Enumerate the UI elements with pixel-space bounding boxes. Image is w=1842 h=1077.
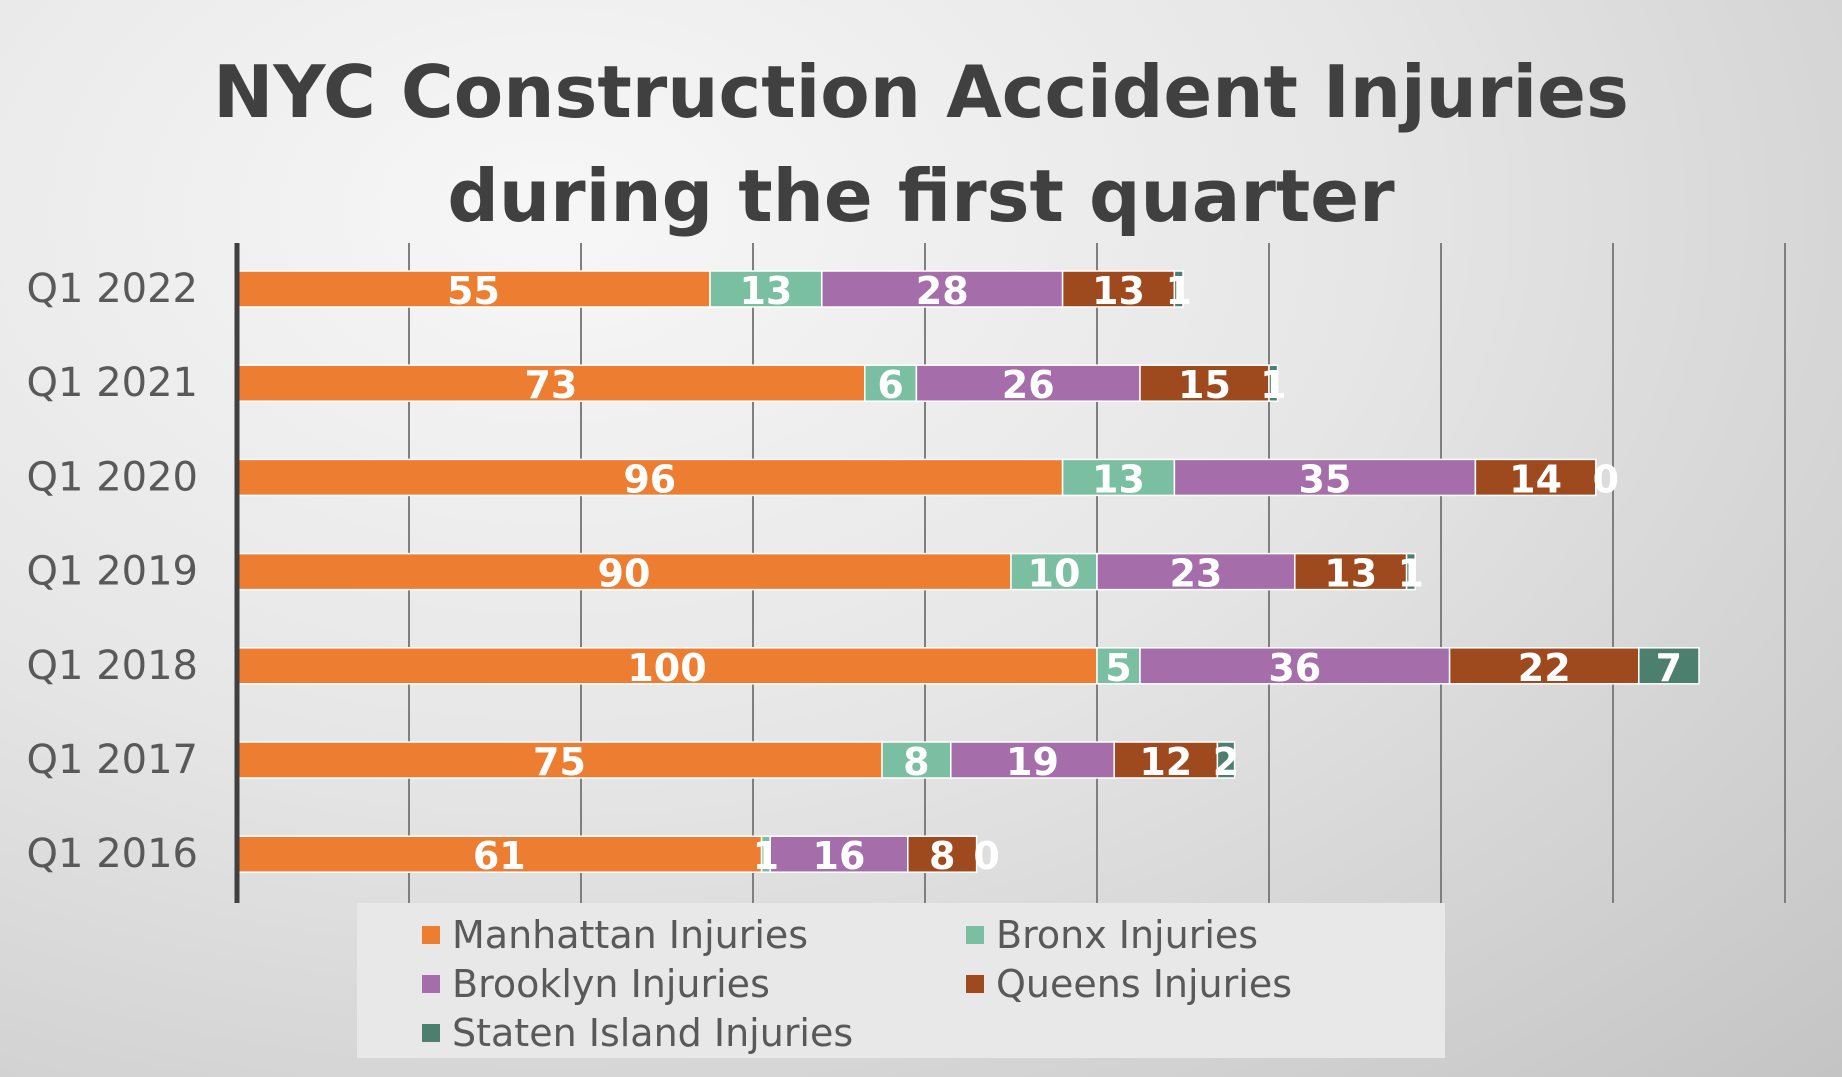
legend-item-bronx: Bronx Injuries <box>966 910 1258 960</box>
bar-q1-2018-queens-injuries <box>1448 647 1640 685</box>
y-tick-label-q1-2020: Q1 2020 <box>27 454 198 500</box>
bar-q1-2019-queens-injuries <box>1294 552 1408 591</box>
bar-q1-2019-manhattan-injuries <box>236 552 1012 591</box>
bar-q1-2016-queens-injuries <box>907 835 978 873</box>
bar-q1-2017-manhattan-injuries <box>236 741 883 779</box>
bar-q1-2018-brooklyn-injuries <box>1139 647 1451 685</box>
data-label-q1-2017-queens-injuries: 12 <box>1139 740 1192 784</box>
bar-q1-2022-manhattan-injuries <box>236 270 711 308</box>
legend-label-staten-island: Staten Island Injuries <box>452 1011 854 1055</box>
bar-q1-2018-manhattan-injuries <box>236 647 1098 685</box>
data-label-q1-2021-bronx-injuries: 6 <box>877 363 903 407</box>
bar-q1-2017-queens-injuries <box>1113 741 1219 779</box>
data-label-q1-2016-staten-island-injuries: 0 <box>973 834 999 878</box>
bar-q1-2019-staten-island-injuries <box>1405 552 1416 591</box>
legend-label-queens: Queens Injuries <box>996 962 1293 1006</box>
legend-swatch-brooklyn <box>422 975 440 993</box>
data-label-q1-2022-bronx-injuries: 13 <box>739 269 792 313</box>
bar-q1-2017-bronx-injuries <box>881 741 952 779</box>
bar-q1-2022-brooklyn-injuries <box>821 270 1064 308</box>
y-axis-category-labels: Q1 2016 Q1 2017 Q1 2018 Q1 2019 Q1 2020 Q1 20… <box>27 266 198 877</box>
y-tick-label-q1-2017: Q1 2017 <box>27 737 198 783</box>
y-tick-label-q1-2016: Q1 2016 <box>27 831 198 877</box>
legend-item-staten-island: Staten Island Injuries <box>422 1008 853 1058</box>
data-label-q1-2017-bronx-injuries: 8 <box>903 740 929 784</box>
bar-q1-2017-staten-island-injuries <box>1216 741 1236 779</box>
bar-q1-2021-manhattan-injuries <box>236 364 866 402</box>
y-tick-label-q1-2019: Q1 2019 <box>27 549 198 595</box>
bar-q1-2021-staten-island-injuries <box>1268 364 1279 402</box>
data-label-q1-2016-brooklyn-injuries: 16 <box>813 834 866 878</box>
bar-q1-2018-staten-island-injuries <box>1638 647 1700 685</box>
bar-q1-2019-bronx-injuries <box>1010 552 1098 591</box>
y-tick-label-q1-2018: Q1 2018 <box>27 643 198 689</box>
bar-q1-2021-queens-injuries <box>1139 364 1270 402</box>
data-label-q1-2021-brooklyn-injuries: 26 <box>1002 363 1055 407</box>
bar-q1-2020-manhattan-injuries <box>236 458 1064 497</box>
data-label-q1-2017-manhattan-injuries: 75 <box>533 740 586 784</box>
data-label-q1-2020-queens-injuries: 14 <box>1509 457 1562 501</box>
y-tick-label-q1-2022: Q1 2022 <box>27 266 198 312</box>
data-label-q1-2017-staten-island-injuries: 2 <box>1213 740 1239 784</box>
legend-swatch-staten-island <box>422 1024 440 1042</box>
bar-q1-2021-brooklyn-injuries <box>915 364 1141 402</box>
data-label-q1-2018-brooklyn-injuries: 36 <box>1268 646 1321 690</box>
legend: Manhattan Injuries Bronx Injuries Brookl… <box>357 903 1445 1058</box>
legend-item-manhattan: Manhattan Injuries <box>422 910 808 960</box>
data-label-q1-2020-brooklyn-injuries: 35 <box>1298 457 1351 501</box>
data-label-q1-2018-bronx-injuries: 5 <box>1105 646 1131 690</box>
data-label-q1-2021-manhattan-injuries: 73 <box>524 363 577 407</box>
legend-label-manhattan: Manhattan Injuries <box>452 913 809 957</box>
legend-item-queens: Queens Injuries <box>966 959 1292 1009</box>
legend-swatch-manhattan <box>422 926 440 944</box>
data-label-q1-2016-queens-injuries: 8 <box>929 834 955 878</box>
legend-item-brooklyn: Brooklyn Injuries <box>422 959 770 1009</box>
y-tick-label-q1-2021: Q1 2021 <box>27 360 198 406</box>
bar-q1-2022-bronx-injuries <box>709 270 823 308</box>
legend-label-bronx: Bronx Injuries <box>996 913 1259 957</box>
data-label-q1-2022-brooklyn-injuries: 28 <box>916 269 969 313</box>
chart-title-line-2: during the first quarter <box>447 154 1395 238</box>
data-label-q1-2019-bronx-injuries: 10 <box>1028 552 1081 596</box>
data-label-q1-2022-staten-island-injuries: 1 <box>1165 269 1191 313</box>
data-label-q1-2019-brooklyn-injuries: 23 <box>1169 552 1222 596</box>
data-label-q1-2019-queens-injuries: 13 <box>1324 552 1377 596</box>
bar-q1-2017-brooklyn-injuries <box>950 741 1115 779</box>
data-label-q1-2022-manhattan-injuries: 55 <box>447 269 500 313</box>
data-label-q1-2020-manhattan-injuries: 96 <box>623 457 676 501</box>
bar-q1-2019-brooklyn-injuries <box>1096 552 1296 591</box>
bar-q1-2022-staten-island-injuries <box>1173 270 1184 308</box>
bar-q1-2018-bronx-injuries <box>1096 647 1141 685</box>
legend-swatch-queens <box>966 975 984 993</box>
data-label-q1-2016-manhattan-injuries: 61 <box>473 834 526 878</box>
data-label-q1-2019-staten-island-injuries: 1 <box>1398 552 1424 596</box>
data-label-q1-2017-brooklyn-injuries: 19 <box>1006 740 1059 784</box>
data-label-q1-2020-staten-island-injuries: 0 <box>1593 457 1619 501</box>
data-label-q1-2016-bronx-injuries: 1 <box>753 834 779 878</box>
chart-title: NYC Construction Accident Injuries durin… <box>0 40 1842 248</box>
data-label-q1-2018-staten-island-injuries: 7 <box>1656 646 1682 690</box>
bar-q1-2020-bronx-injuries <box>1061 458 1176 497</box>
data-label-q1-2021-staten-island-injuries: 1 <box>1260 363 1286 407</box>
bar-series-group <box>236 270 1700 873</box>
data-label-q1-2021-queens-injuries: 15 <box>1178 363 1231 407</box>
legend-label-brooklyn: Brooklyn Injuries <box>452 962 770 1006</box>
data-label-q1-2019-manhattan-injuries: 90 <box>598 552 651 596</box>
data-label-q1-2018-queens-injuries: 22 <box>1518 646 1571 690</box>
data-label-q1-2018-manhattan-injuries: 100 <box>627 646 706 690</box>
legend-swatch-bronx <box>966 926 984 944</box>
data-label-q1-2022-queens-injuries: 13 <box>1092 269 1145 313</box>
bar-q1-2020-queens-injuries <box>1474 458 1597 497</box>
chart-title-line-1: NYC Construction Accident Injuries <box>213 50 1629 134</box>
data-label-q1-2020-bronx-injuries: 13 <box>1092 457 1145 501</box>
